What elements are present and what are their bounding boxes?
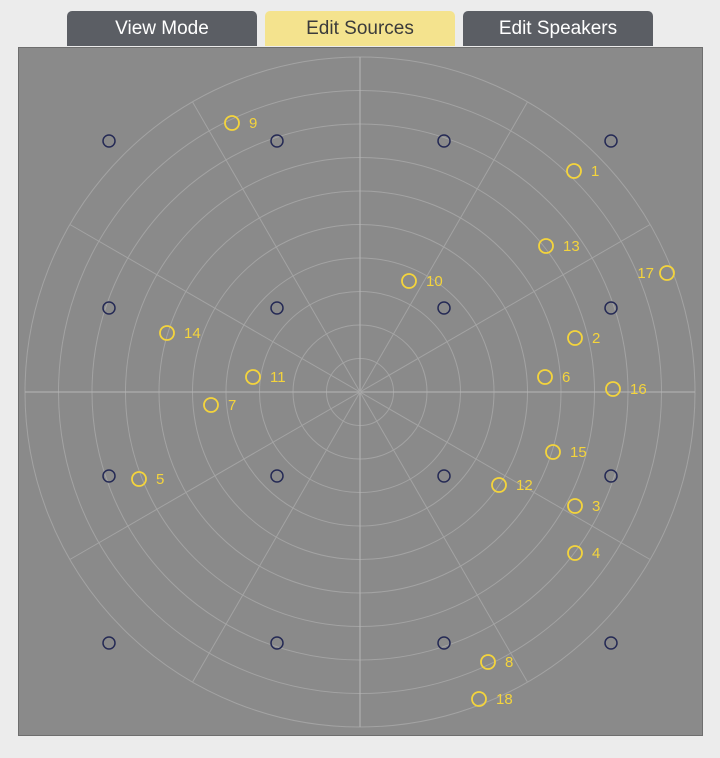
tab[interactable]: Edit Sources [265,11,455,46]
speaker[interactable] [604,301,618,315]
source[interactable] [159,325,175,341]
source[interactable] [224,115,240,131]
source[interactable] [491,477,507,493]
source-label: 13 [563,238,580,255]
source-label: 9 [249,115,257,132]
source-label: 4 [592,545,600,562]
speaker[interactable] [270,134,284,148]
speaker[interactable] [102,301,116,315]
source-label: 18 [496,691,513,708]
speaker[interactable] [270,636,284,650]
source-label: 7 [228,397,236,414]
source[interactable] [537,369,553,385]
source[interactable] [471,691,487,707]
source[interactable] [567,330,583,346]
tab[interactable]: Edit Speakers [463,11,653,46]
source[interactable] [545,444,561,460]
speaker[interactable] [437,469,451,483]
speaker[interactable] [437,301,451,315]
speaker[interactable] [604,134,618,148]
source-label: 2 [592,330,600,347]
source[interactable] [567,498,583,514]
source-label: 6 [562,369,570,386]
source[interactable] [203,397,219,413]
speaker[interactable] [102,134,116,148]
source-label: 11 [270,369,286,386]
sources: 1 9 13 17 10 14 2 11 6 16 7 15 5 12 3 4 8 18 [131,115,675,708]
source-label: 1 [591,163,599,180]
speaker[interactable] [604,636,618,650]
spoke [69,224,651,560]
speaker[interactable] [270,469,284,483]
source[interactable] [567,545,583,561]
source-label: 8 [505,654,513,671]
source[interactable] [401,273,417,289]
speaker[interactable] [437,636,451,650]
speaker[interactable] [604,469,618,483]
speaker[interactable] [102,636,116,650]
source[interactable] [566,163,582,179]
source[interactable] [245,369,261,385]
source-label: 15 [570,444,587,461]
polar-grid [24,56,696,728]
speakers [102,134,618,650]
source-label: 14 [184,325,201,342]
source[interactable] [538,238,554,254]
source[interactable] [131,471,147,487]
source-label: 3 [592,498,600,515]
source-label: 10 [426,273,443,290]
speaker[interactable] [437,134,451,148]
source[interactable] [480,654,496,670]
source-label: 12 [516,477,533,494]
source-label: 16 [630,381,647,398]
speaker[interactable] [270,301,284,315]
source-label: 17 [637,265,654,282]
tab[interactable]: View Mode [67,11,257,46]
source[interactable] [605,381,621,397]
speaker[interactable] [102,469,116,483]
source-label: 5 [156,471,164,488]
source[interactable] [659,265,675,281]
